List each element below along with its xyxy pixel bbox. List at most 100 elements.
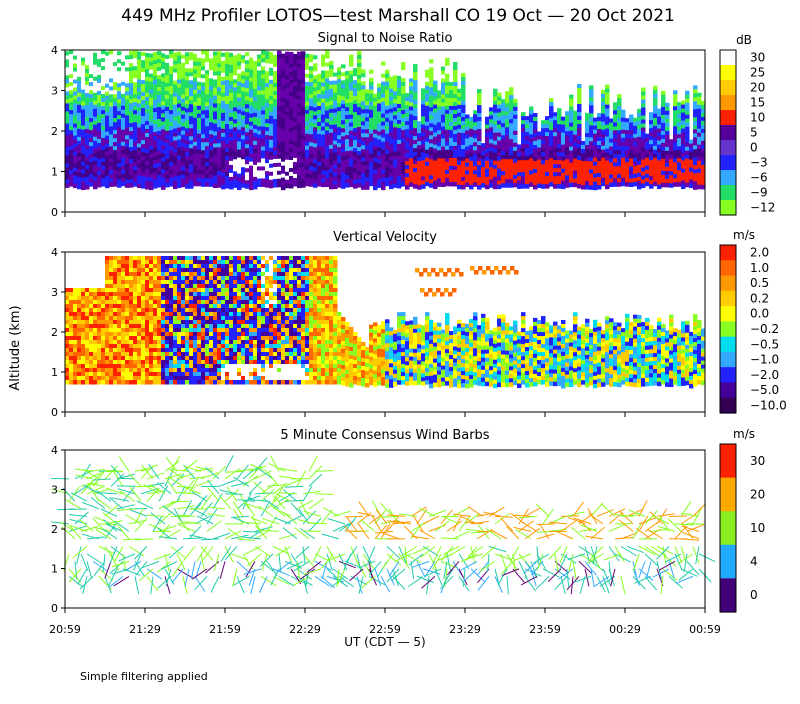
heatmap-cell xyxy=(429,87,434,92)
heatmap-cell xyxy=(129,372,134,377)
heatmap-cell xyxy=(173,121,178,126)
heatmap-cell xyxy=(105,112,110,117)
heatmap-cell xyxy=(237,130,242,135)
heatmap-cell xyxy=(189,76,194,81)
heatmap-cell xyxy=(513,155,518,160)
heatmap-cell xyxy=(165,67,170,72)
heatmap-cell xyxy=(177,104,182,109)
heatmap-cell xyxy=(205,114,210,119)
heatmap-cell xyxy=(113,74,118,79)
heatmap-cell xyxy=(133,272,138,277)
heatmap-cell xyxy=(125,131,130,136)
heatmap-cell xyxy=(137,71,142,76)
heatmap-cell xyxy=(85,77,90,82)
heatmap-cell xyxy=(377,159,382,164)
heatmap-cell xyxy=(313,95,318,100)
heatmap-cell xyxy=(637,121,642,126)
heatmap-cell xyxy=(301,163,306,168)
heatmap-cell xyxy=(93,296,98,301)
heatmap-cell xyxy=(213,79,218,84)
heatmap-cell xyxy=(513,111,518,116)
heatmap-cell xyxy=(85,69,90,74)
heatmap-cell xyxy=(81,86,86,91)
heatmap-cell xyxy=(373,130,378,135)
heatmap-cell xyxy=(181,59,186,64)
heatmap-cell xyxy=(589,181,594,186)
heatmap-cell xyxy=(193,154,198,159)
heatmap-cell xyxy=(229,121,234,126)
heatmap-cell xyxy=(161,141,166,146)
heatmap-cell xyxy=(377,87,382,92)
heatmap-cell xyxy=(321,71,326,76)
heatmap-cell xyxy=(501,139,506,144)
heatmap-cell xyxy=(109,352,114,357)
heatmap-cell xyxy=(441,127,446,132)
heatmap-cell xyxy=(529,182,534,187)
heatmap-cell xyxy=(677,110,682,115)
heatmap-cell xyxy=(325,67,330,72)
heatmap-cell xyxy=(217,135,222,140)
heatmap-cell xyxy=(73,344,78,349)
heatmap-cell xyxy=(301,155,306,160)
heatmap-cell xyxy=(673,154,678,159)
heatmap-cell xyxy=(673,146,678,151)
heatmap-cell xyxy=(249,98,254,103)
heatmap-cell xyxy=(589,97,594,102)
heatmap-cell xyxy=(317,174,322,179)
heatmap-cell xyxy=(385,78,390,83)
heatmap-cell xyxy=(513,163,518,168)
heatmap-cell xyxy=(89,62,94,67)
heatmap-cell xyxy=(89,300,94,305)
heatmap-cell xyxy=(193,106,198,111)
heatmap-cell xyxy=(253,121,258,126)
heatmap-cell xyxy=(353,184,358,189)
heatmap-cell xyxy=(153,64,158,69)
heatmap-cell xyxy=(85,300,90,305)
heatmap-cell xyxy=(313,139,318,144)
heatmap-cell xyxy=(553,164,558,169)
heatmap-cell xyxy=(221,97,226,102)
heatmap-cell xyxy=(289,176,294,181)
heatmap-cell xyxy=(125,163,130,168)
heatmap-cell xyxy=(97,111,102,116)
heatmap-cell xyxy=(285,76,290,81)
heatmap-cell xyxy=(229,137,234,142)
heatmap-cell xyxy=(173,89,178,94)
heatmap-cell xyxy=(401,142,406,147)
heatmap-cell xyxy=(589,153,594,158)
heatmap-cell xyxy=(129,348,134,353)
heatmap-cell xyxy=(257,50,262,55)
heatmap-cell xyxy=(225,148,230,153)
heatmap-cell xyxy=(77,332,82,337)
heatmap-cell xyxy=(437,146,442,151)
heatmap-cell xyxy=(621,114,626,119)
heatmap-cell xyxy=(549,130,554,135)
heatmap-cell xyxy=(145,137,150,142)
heatmap-cell xyxy=(65,111,70,116)
heatmap-cell xyxy=(381,106,386,111)
heatmap-cell xyxy=(685,107,690,112)
heatmap-cell xyxy=(269,128,274,133)
heatmap-cell xyxy=(125,276,130,281)
heatmap-cell xyxy=(329,65,334,70)
heatmap-cell xyxy=(521,116,526,121)
heatmap-cell xyxy=(81,328,86,333)
heatmap-cell xyxy=(409,78,414,83)
heatmap-cell xyxy=(597,169,602,174)
heatmap-cell xyxy=(221,145,226,150)
heatmap-cell xyxy=(309,78,314,83)
heatmap-cell xyxy=(341,124,346,129)
heatmap-cell xyxy=(369,178,374,183)
heatmap-cell xyxy=(93,97,98,102)
heatmap-cell xyxy=(85,109,90,114)
heatmap-cell xyxy=(133,74,138,79)
heatmap-cell xyxy=(657,165,662,170)
heatmap-cell xyxy=(377,143,382,148)
heatmap-cell xyxy=(669,163,674,168)
heatmap-cell xyxy=(81,150,86,155)
heatmap-cell xyxy=(273,71,278,76)
heatmap-cell xyxy=(449,142,454,147)
heatmap-cell xyxy=(201,126,206,131)
heatmap-cell xyxy=(617,114,622,119)
heatmap-cell xyxy=(193,74,198,79)
